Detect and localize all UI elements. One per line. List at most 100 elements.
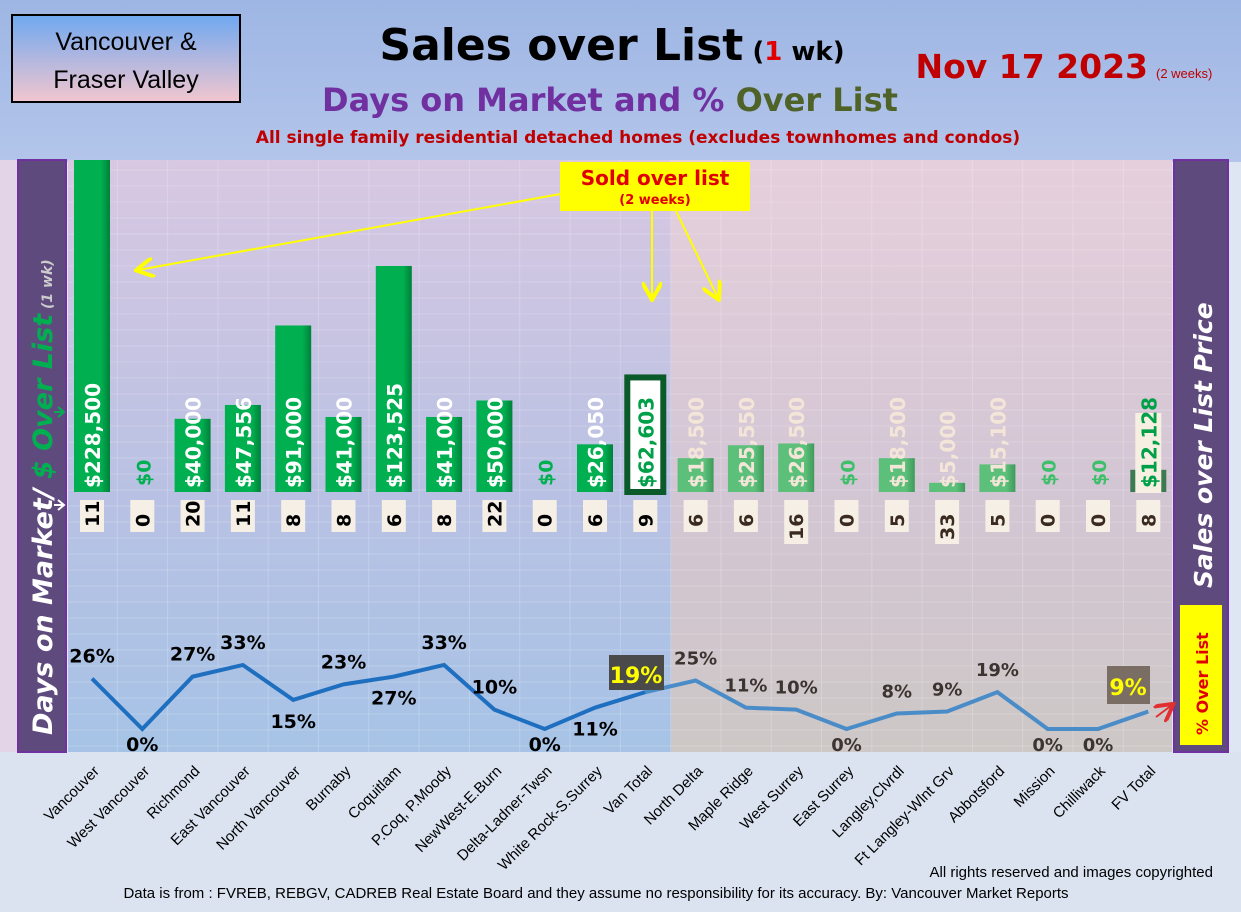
days-on-market-label: 33 bbox=[937, 514, 959, 540]
pct-over-list-label: 25% bbox=[674, 649, 717, 670]
days-box bbox=[230, 500, 255, 532]
report-date-note: (2 weeks) bbox=[1156, 66, 1212, 81]
pct-over-list-label: 33% bbox=[421, 632, 466, 654]
days-on-market-label: 22 bbox=[484, 501, 506, 527]
pct-over-list-label: 19% bbox=[976, 660, 1019, 681]
pct-over-list-label: 0% bbox=[1032, 735, 1063, 756]
bar bbox=[727, 445, 764, 492]
days-on-market-label: 6 bbox=[384, 514, 406, 527]
pct-over-list-label: 27% bbox=[371, 688, 416, 710]
pct-over-list-label: 10% bbox=[472, 677, 517, 699]
days-on-market-label: 11 bbox=[82, 501, 104, 527]
days-on-market-label: 16 bbox=[786, 514, 808, 540]
days-on-market-label: 6 bbox=[736, 514, 758, 527]
bar-label-background bbox=[1135, 413, 1162, 493]
days-on-market-label: 0 bbox=[1088, 514, 1110, 527]
bar-axis-arrow-icon bbox=[54, 406, 66, 418]
bar bbox=[224, 404, 261, 492]
days-on-market-label: 9 bbox=[635, 514, 657, 527]
days-box bbox=[130, 500, 155, 532]
days-box bbox=[884, 500, 909, 532]
left-axis-panel bbox=[17, 159, 67, 753]
days-box bbox=[784, 500, 809, 544]
svg-text:19%: 19% bbox=[610, 664, 663, 689]
bar-value-label: $47,556 bbox=[232, 397, 256, 488]
bar-value-label: $18,500 bbox=[886, 397, 910, 488]
pct-over-list-label: 15% bbox=[270, 711, 315, 733]
bar bbox=[375, 265, 412, 492]
pct-over-list-label: 9% bbox=[932, 680, 963, 701]
footer-background bbox=[0, 752, 1241, 912]
pct-over-list-label: % Over List bbox=[1180, 605, 1222, 745]
bar bbox=[929, 482, 966, 492]
bar-value-label: $0 bbox=[536, 460, 558, 486]
pct-over-list-label: 8% bbox=[882, 681, 913, 702]
days-box bbox=[834, 500, 859, 532]
pct-over-list-label: 33% bbox=[220, 632, 265, 654]
bar bbox=[979, 464, 1016, 492]
subtitle-note: All single family residential detached h… bbox=[256, 128, 1020, 148]
page-title: Sales over List (1 wk) bbox=[379, 20, 844, 71]
days-box bbox=[180, 500, 205, 532]
bar-value-label: $123,525 bbox=[383, 383, 407, 488]
bar-value-label: $62,603 bbox=[634, 397, 658, 488]
copyright-text: All rights reserved and images copyright… bbox=[930, 864, 1213, 881]
pct-over-list-label: 11% bbox=[572, 719, 617, 741]
left-margin bbox=[0, 160, 18, 752]
days-on-market-label: 6 bbox=[686, 514, 708, 527]
bar bbox=[325, 416, 362, 492]
plot-area: $228,500 $0 $40,000 $47,556 $91,000 $41,000 $1… bbox=[69, 160, 1167, 756]
days-box bbox=[281, 500, 306, 532]
bar-value-label: $18,500 bbox=[685, 397, 709, 488]
bar-value-label: $41,000 bbox=[333, 397, 357, 488]
days-box bbox=[1136, 500, 1161, 532]
svg-text:(2 weeks): (2 weeks) bbox=[619, 193, 690, 208]
days-on-market-label: 6 bbox=[585, 514, 607, 527]
days-on-market-label: 0 bbox=[132, 514, 154, 527]
days-on-market-label: 0 bbox=[1038, 514, 1060, 527]
vancouver-region-background bbox=[68, 160, 671, 752]
svg-text:Sold over list: Sold over list bbox=[581, 166, 730, 190]
days-box bbox=[80, 500, 104, 532]
days-box bbox=[1086, 500, 1110, 532]
subtitle: Days on Market and % Over List bbox=[322, 81, 898, 119]
region-line-1: Vancouver & bbox=[55, 28, 197, 56]
left-axis-title: Days on Market/ $ Over List (1 wk) bbox=[28, 259, 59, 735]
bar bbox=[878, 458, 915, 492]
days-box bbox=[583, 500, 607, 532]
pct-over-list-label: 23% bbox=[321, 651, 366, 673]
days-box bbox=[532, 500, 557, 532]
svg-text:9%: 9% bbox=[1109, 676, 1146, 701]
days-on-market-label: 8 bbox=[334, 514, 356, 527]
bar-value-label: $0 bbox=[133, 460, 155, 486]
days-axis-arrow-icon bbox=[54, 499, 66, 511]
pct-over-list-label: 10% bbox=[775, 678, 818, 699]
days-on-market-label: 5 bbox=[887, 514, 909, 527]
bar-value-label: $15,100 bbox=[986, 397, 1010, 488]
bar bbox=[577, 444, 613, 492]
bar-value-label: $228,500 bbox=[81, 383, 105, 488]
days-box bbox=[985, 500, 1010, 532]
days-on-market-label: 0 bbox=[535, 514, 557, 527]
bar bbox=[677, 458, 714, 492]
days-box bbox=[935, 500, 960, 544]
days-on-market-label: 8 bbox=[434, 514, 456, 527]
days-box bbox=[1035, 500, 1060, 532]
region-box: Vancouver & Fraser Valley bbox=[11, 14, 241, 103]
pct-line-vancouver bbox=[90, 662, 646, 732]
bar bbox=[778, 443, 815, 492]
right-axis-title: Sales over List Price bbox=[1189, 302, 1218, 588]
days-box bbox=[683, 500, 708, 532]
bar-value-label: $0 bbox=[838, 460, 860, 486]
bar bbox=[624, 374, 667, 496]
days-box bbox=[331, 500, 356, 532]
bar bbox=[174, 418, 211, 492]
days-on-market-label: 8 bbox=[1138, 514, 1160, 527]
svg-text:% Over List: % Over List bbox=[1193, 632, 1212, 735]
bar-value-label: $0 bbox=[1039, 460, 1061, 486]
fv-total-pct-callout: 9% bbox=[1107, 666, 1172, 717]
pct-over-list-label: 11% bbox=[724, 676, 767, 697]
bar bbox=[74, 160, 110, 492]
days-box bbox=[633, 500, 658, 532]
